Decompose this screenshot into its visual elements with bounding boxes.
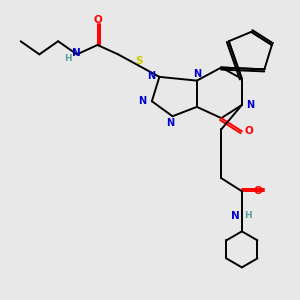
Text: N: N — [193, 69, 201, 79]
Text: N: N — [246, 100, 255, 110]
Text: H: H — [244, 211, 251, 220]
Text: N: N — [72, 47, 80, 58]
Text: O: O — [253, 186, 262, 196]
Text: S: S — [135, 56, 142, 66]
Text: N: N — [231, 211, 239, 220]
Text: O: O — [93, 15, 102, 25]
Text: H: H — [64, 54, 71, 63]
Text: O: O — [244, 126, 253, 136]
Text: N: N — [147, 71, 155, 81]
Text: N: N — [167, 118, 175, 128]
Text: N: N — [138, 96, 147, 106]
